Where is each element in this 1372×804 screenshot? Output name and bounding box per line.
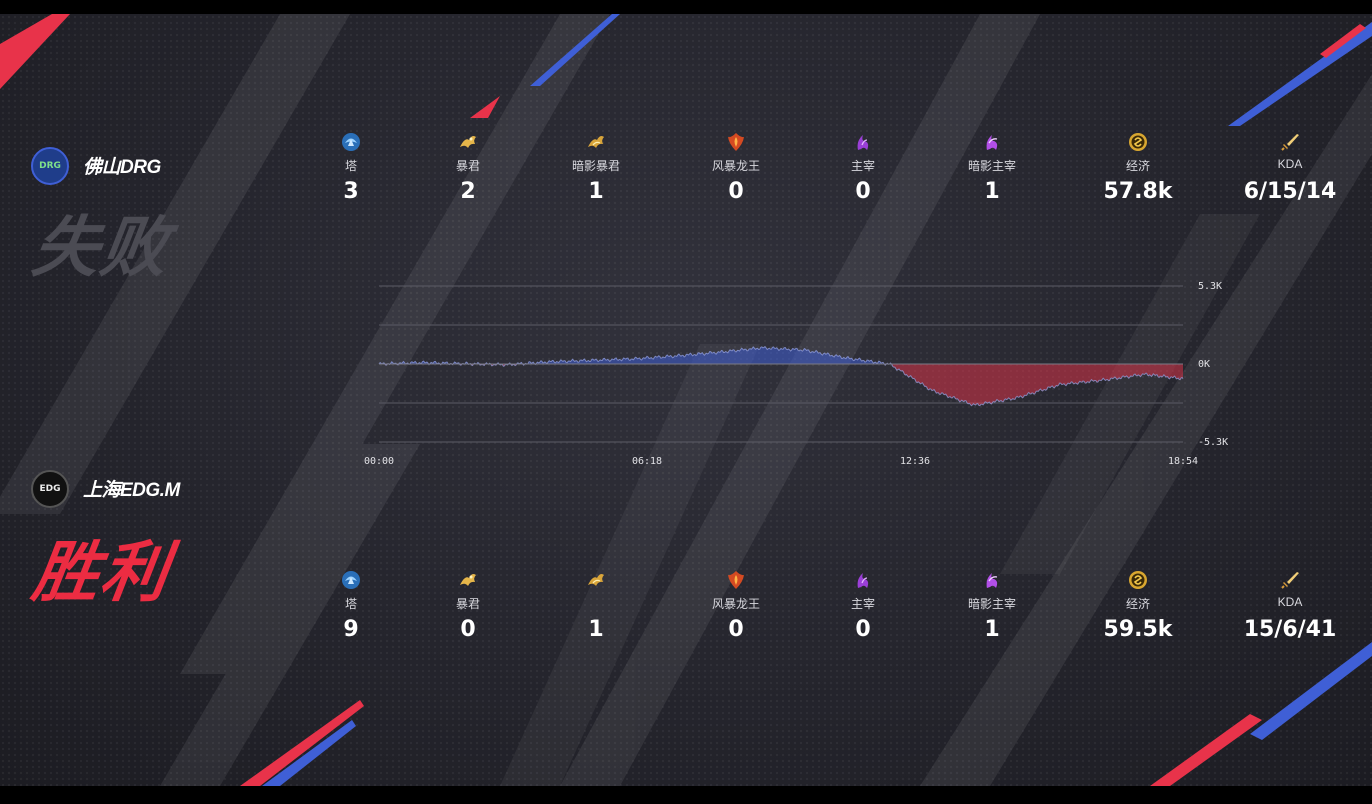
stat-tyrant: 暴君 2 <box>408 131 528 204</box>
tower-icon <box>342 571 360 589</box>
stat-value: 2 <box>460 179 476 204</box>
stat-label: 经济 <box>1125 159 1150 173</box>
stat-value: 1 <box>984 179 1000 204</box>
background-art <box>0 14 1372 786</box>
stat-value: 3 <box>343 179 359 204</box>
team-name-bottom: 上海EDG.M <box>83 480 180 501</box>
stat-value: 57.8k <box>1103 179 1173 204</box>
gold-lead-area-top-team <box>379 346 1183 364</box>
stat-value: 9 <box>343 617 359 642</box>
stat-value: 59.5k <box>1103 617 1173 642</box>
stat-label: 暗影暴君 <box>571 159 620 173</box>
stat-value: 1 <box>588 617 604 642</box>
stat-value: 1 <box>588 179 604 204</box>
stat-label: 经济 <box>1125 597 1150 611</box>
stat-label: KDA <box>1277 595 1303 609</box>
shadow-overlord-icon <box>986 135 998 150</box>
shadow-tyrant-icon <box>588 574 604 586</box>
chart-x-tick-label: 18:54 <box>1168 456 1198 467</box>
stat-shadow-tyrant: 1 <box>536 569 656 642</box>
stat-storm-dragon: 风暴龙王 0 <box>676 569 796 642</box>
stat-label: 主宰 <box>850 159 875 173</box>
stat-label: 暗影主宰 <box>967 597 1016 611</box>
stat-value: 6/15/14 <box>1243 179 1337 204</box>
team-logo-text: EDG <box>39 484 61 494</box>
stat-label: KDA <box>1277 157 1303 171</box>
sword-icon <box>1281 572 1299 589</box>
gold-icon <box>1129 571 1147 589</box>
chart-x-tick-label: 00:00 <box>364 456 394 467</box>
team-logo-drg: DRG <box>31 147 69 185</box>
stat-shadow-overlord: 暗影主宰 1 <box>932 569 1052 642</box>
stat-sword: KDA 6/15/14 <box>1230 131 1350 204</box>
chart-x-tick-label: 12:36 <box>900 456 930 467</box>
tyrant-icon <box>460 574 476 586</box>
chart-y-tick-label: 5.3K <box>1198 281 1222 292</box>
stat-value: 0 <box>855 179 871 204</box>
stat-label: 风暴龙王 <box>711 159 760 173</box>
stat-shadow-tyrant: 暗影暴君 1 <box>536 131 656 204</box>
team-logo-edg: EDG <box>31 470 69 508</box>
stat-label: 暴君 <box>455 159 480 173</box>
match-result-screen: DRG 佛山DRG 失败 EDG 上海EDG.M 胜利 塔 3 暴君 2 暗影暴君 1 风暴… <box>0 14 1372 786</box>
chart-y-tick-label: -5.3K <box>1198 437 1228 448</box>
stat-label: 风暴龙王 <box>711 597 760 611</box>
tower-icon <box>342 133 360 151</box>
chart-x-tick-label: 06:18 <box>632 456 662 467</box>
team-name-top: 佛山DRG <box>83 157 161 178</box>
stat-value: 1 <box>984 617 1000 642</box>
overlord-icon <box>857 573 869 588</box>
stat-gold: 经济 57.8k <box>1078 131 1198 204</box>
gold-icon <box>1129 133 1147 151</box>
stat-sword: KDA 15/6/41 <box>1230 569 1350 642</box>
gold-diff-chart: 5.3K 0K -5.3K 00:00 06:18 12:36 18:54 <box>364 281 1228 467</box>
stat-value: 0 <box>855 617 871 642</box>
sword-icon <box>1281 134 1299 151</box>
stat-value: 15/6/41 <box>1243 617 1337 642</box>
chart-y-tick-label: 0K <box>1198 359 1210 370</box>
stat-label: 暗影主宰 <box>967 159 1016 173</box>
team-logo-text: DRG <box>39 161 61 171</box>
shadow-tyrant-icon <box>588 136 604 148</box>
gold-lead-area-bottom-team <box>379 364 1183 406</box>
stat-label: 塔 <box>344 597 357 611</box>
stat-label: 主宰 <box>850 597 875 611</box>
stat-label: 暴君 <box>455 597 480 611</box>
stat-overlord: 主宰 0 <box>803 131 923 204</box>
storm-dragon-icon <box>728 133 744 151</box>
stat-value: 0 <box>460 617 476 642</box>
stat-overlord: 主宰 0 <box>803 569 923 642</box>
stat-label: 塔 <box>344 159 357 173</box>
stat-shadow-overlord: 暗影主宰 1 <box>932 131 1052 204</box>
overlord-icon <box>857 135 869 150</box>
stat-value: 0 <box>728 617 744 642</box>
shadow-overlord-icon <box>986 573 998 588</box>
stat-storm-dragon: 风暴龙王 0 <box>676 131 796 204</box>
stat-gold: 经济 59.5k <box>1078 569 1198 642</box>
tyrant-icon <box>460 136 476 148</box>
stat-tyrant: 暴君 0 <box>408 569 528 642</box>
stat-value: 0 <box>728 179 744 204</box>
storm-dragon-icon <box>728 571 744 589</box>
